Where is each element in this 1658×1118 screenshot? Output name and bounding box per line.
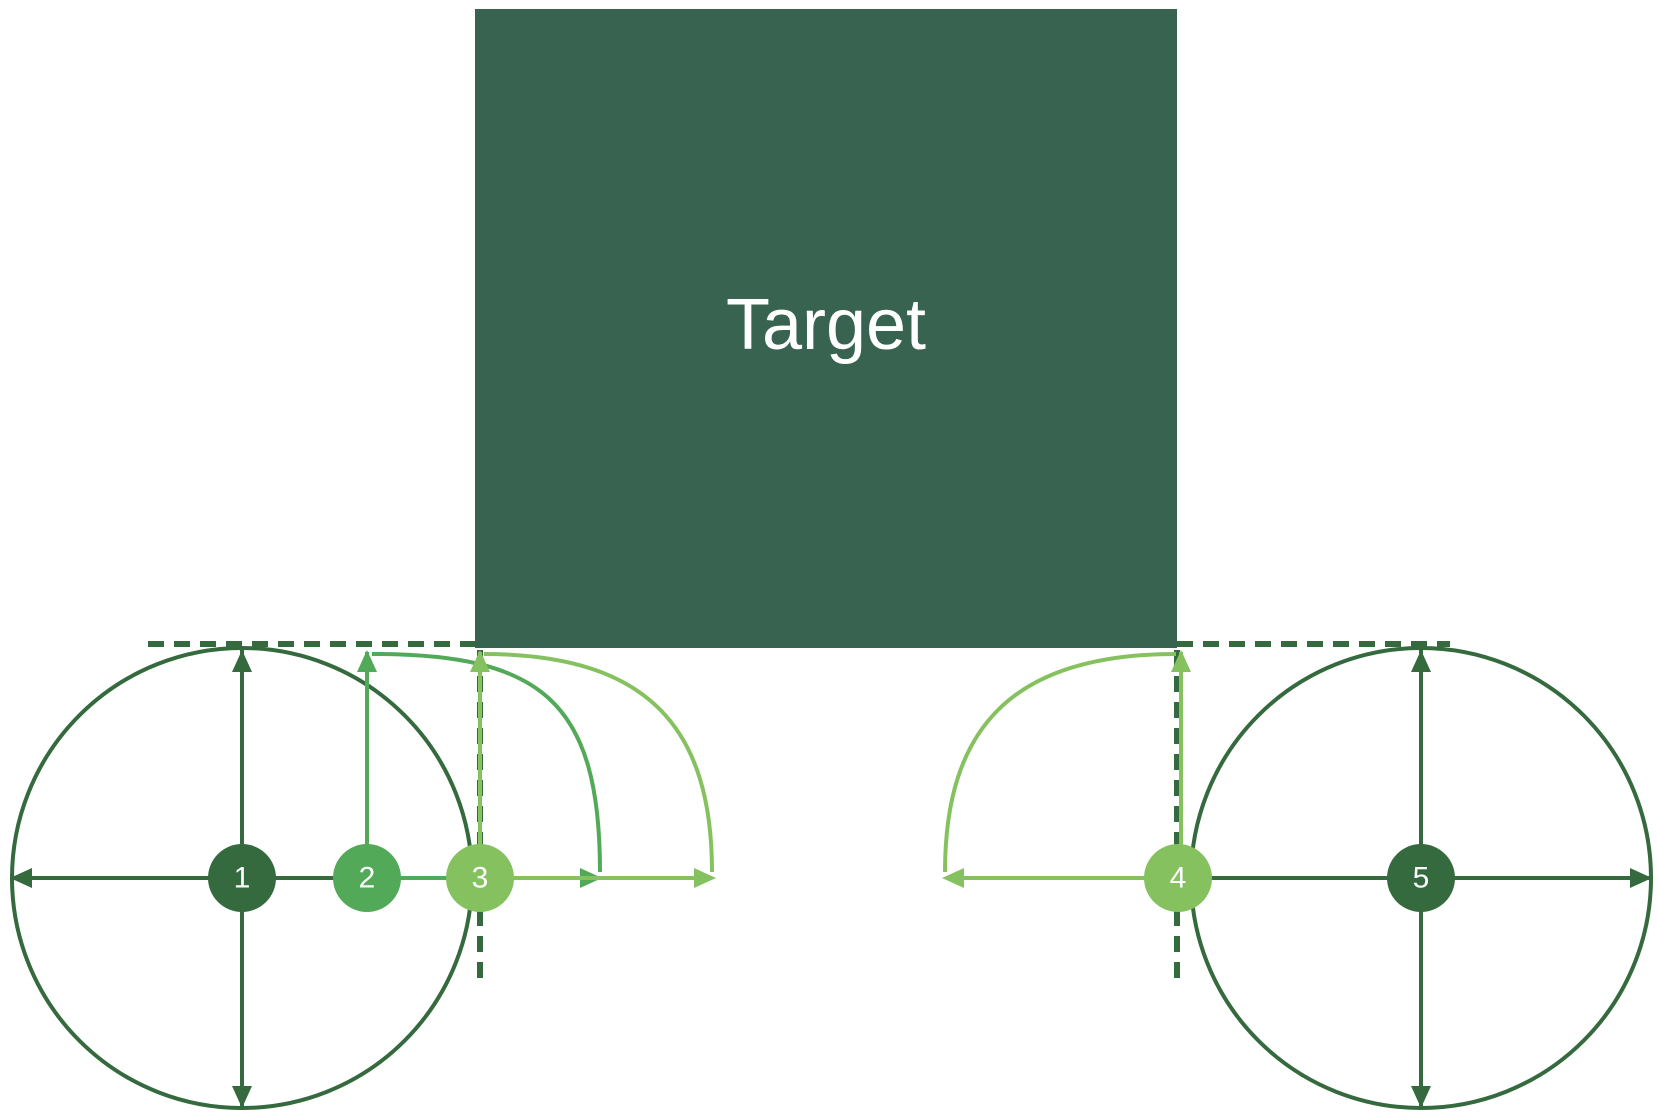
node-1: 1 xyxy=(208,844,276,912)
node-1-marker xyxy=(208,844,276,912)
node-2-label: 2 xyxy=(359,862,376,895)
node-2-curve-path xyxy=(371,652,602,873)
node-4-paths xyxy=(943,652,1183,880)
node-4-curve-path xyxy=(943,652,1177,873)
node-1-label: 1 xyxy=(234,862,251,895)
arrowhead-up xyxy=(470,650,490,672)
arrowhead-up xyxy=(232,650,252,672)
node-4-arrowheads xyxy=(942,650,1191,888)
arrowhead-up xyxy=(1171,650,1191,672)
node-3-arrowheads xyxy=(470,650,716,888)
arrowhead-up xyxy=(357,650,377,672)
arrowhead-right xyxy=(1630,868,1652,888)
arrowhead-right xyxy=(694,868,716,888)
reference-lines xyxy=(148,641,1450,980)
node-4-label: 4 xyxy=(1170,862,1187,895)
node-1-arrowheads xyxy=(10,650,252,1108)
node-2-paths xyxy=(365,652,602,880)
node-3-marker xyxy=(446,844,514,912)
node-5-arrowheads xyxy=(1411,650,1652,1108)
target-box: Target xyxy=(475,9,1177,648)
node-3-curve-path xyxy=(483,652,714,873)
node-5: 5 xyxy=(1387,844,1455,912)
arrowhead-left xyxy=(10,868,32,888)
node-3-label: 3 xyxy=(472,862,489,895)
arrowhead-up xyxy=(1411,650,1431,672)
arrowhead-down xyxy=(232,1086,252,1108)
node-4: 4 xyxy=(1144,844,1212,912)
node-5-label: 5 xyxy=(1413,862,1430,895)
node-4-marker xyxy=(1144,844,1212,912)
arrowhead-down xyxy=(1411,1086,1431,1108)
node-3: 3 xyxy=(446,844,514,912)
node-5-marker xyxy=(1387,844,1455,912)
node-2: 2 xyxy=(333,844,401,912)
target-rect xyxy=(475,9,1177,648)
node-2-marker xyxy=(333,844,401,912)
target-label: Target xyxy=(726,285,926,365)
node-3-paths xyxy=(478,652,714,880)
arrowhead-left xyxy=(942,868,964,888)
